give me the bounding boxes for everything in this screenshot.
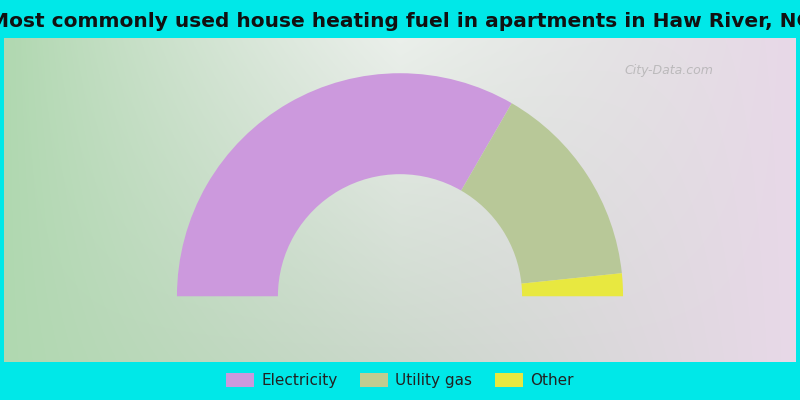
Wedge shape	[461, 103, 622, 284]
Text: Most commonly used house heating fuel in apartments in Haw River, NC: Most commonly used house heating fuel in…	[0, 12, 800, 31]
Wedge shape	[177, 73, 512, 296]
Legend: Electricity, Utility gas, Other: Electricity, Utility gas, Other	[220, 366, 580, 394]
Wedge shape	[522, 273, 623, 296]
Text: City-Data.com: City-Data.com	[625, 64, 714, 77]
